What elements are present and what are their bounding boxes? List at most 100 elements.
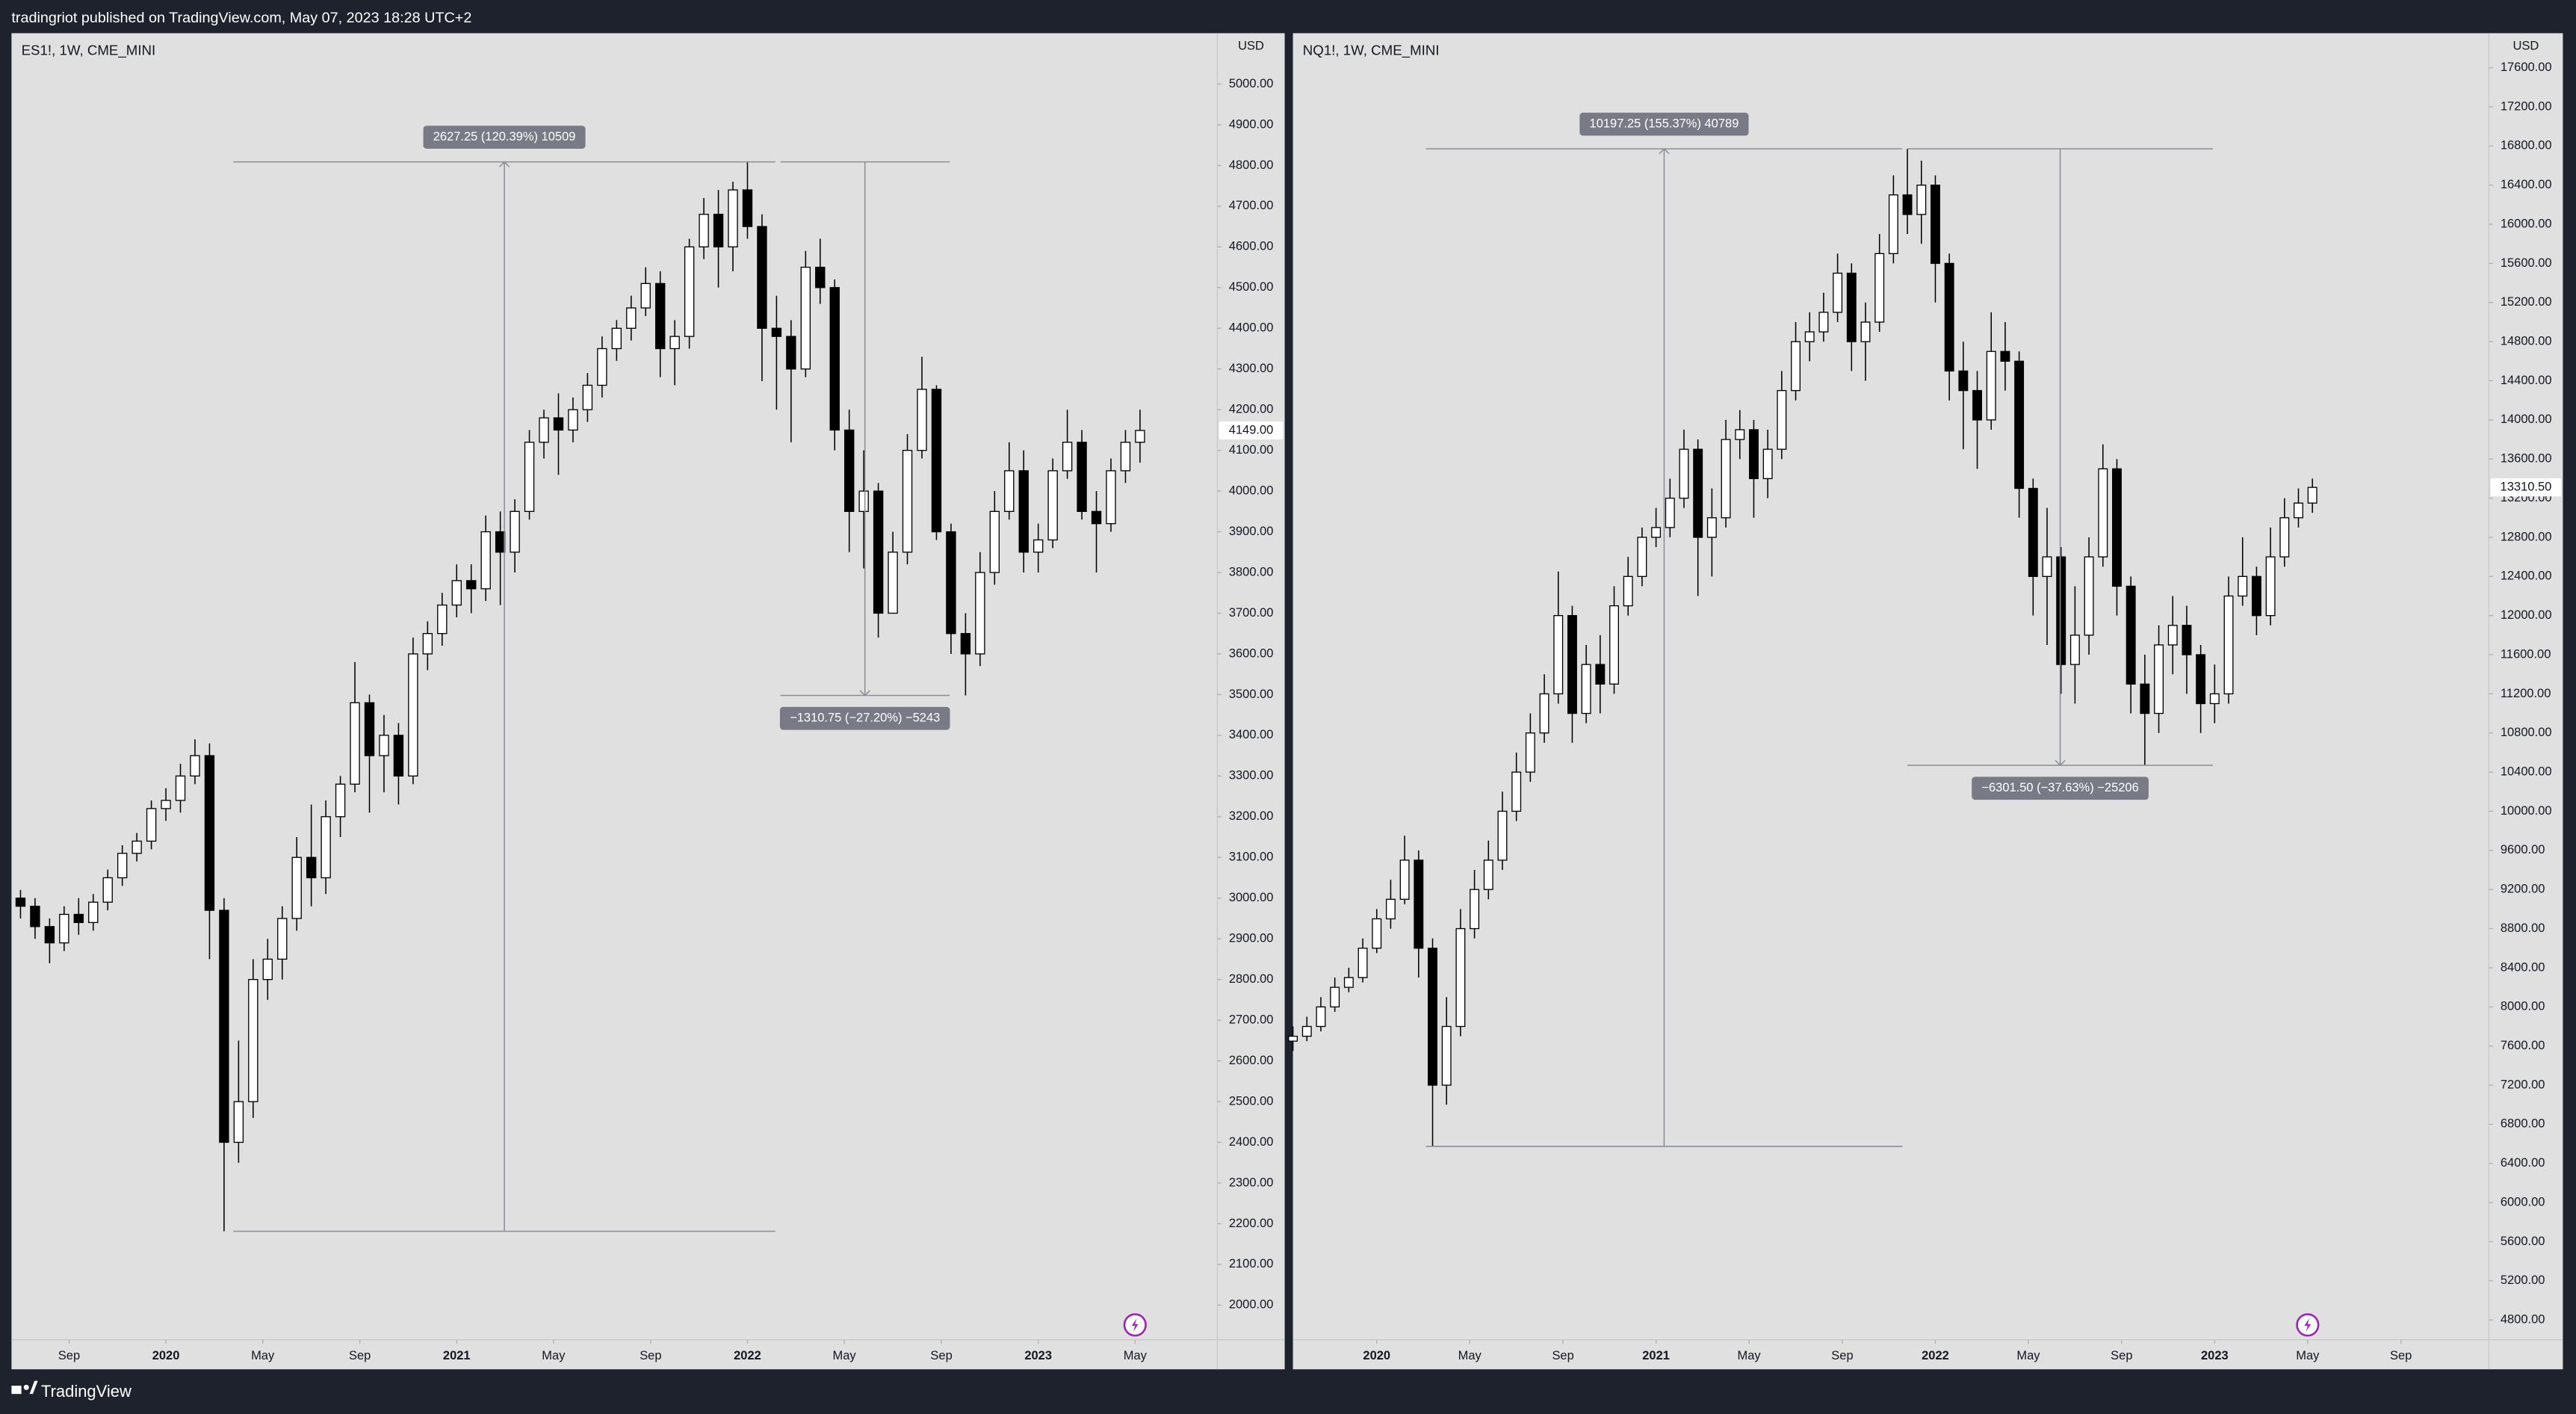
candle-body: [393, 735, 404, 777]
candle-body: [1651, 527, 1662, 538]
candle-body: [1357, 948, 1368, 978]
candle-body: [2307, 487, 2318, 504]
candle-body: [2084, 556, 2094, 636]
candle-body: [1343, 977, 1354, 988]
y-tick-label: 10000.00: [2501, 804, 2552, 818]
candle-body: [2167, 625, 2178, 646]
y-tick-label: 12800.00: [2501, 530, 2552, 543]
y-tick-label: 3600.00: [1229, 646, 1274, 660]
candle-body: [2098, 468, 2108, 558]
y-tick-label: 9600.00: [2501, 843, 2545, 856]
candle-body: [1693, 448, 1703, 538]
last-price-label: 13310.50: [2501, 480, 2552, 493]
candle-body: [975, 572, 985, 655]
candle-body: [1428, 948, 1437, 1086]
measure-arrow: [2055, 759, 2066, 767]
candle-body: [291, 856, 302, 919]
y-tick-label: 11600.00: [2501, 647, 2551, 661]
candle-body: [466, 580, 477, 590]
candle-body: [873, 490, 884, 614]
y-tick-label: 2600.00: [1229, 1054, 1274, 1067]
candle-body: [1637, 537, 1647, 577]
chart-background: [1292, 33, 2563, 1370]
x-tick-label: Sep: [2111, 1349, 2132, 1362]
candle-body: [117, 853, 128, 879]
candle-body: [1120, 442, 1131, 472]
candle-body: [495, 531, 506, 553]
candle-body: [2196, 654, 2206, 705]
x-tick-label: Sep: [2390, 1349, 2412, 1362]
y-tick-label: 4500.00: [1229, 280, 1274, 294]
candle-body: [306, 856, 317, 879]
candle-body: [786, 336, 796, 370]
candle-body: [1567, 615, 1577, 714]
y-tick-label: 3100.00: [1229, 850, 1274, 864]
x-tick-label: Sep: [58, 1349, 80, 1362]
candle-body: [611, 327, 622, 350]
y-tick-label: 4700.00: [1229, 199, 1274, 212]
measure-label: 2627.25 (120.39%) 10509: [433, 130, 576, 143]
candle-body: [2000, 351, 2010, 362]
candle-body: [364, 702, 375, 756]
candle-body: [1860, 321, 1871, 342]
candle-body: [1665, 497, 1675, 528]
candle-body: [1525, 732, 1535, 773]
x-tick-label: Sep: [930, 1349, 952, 1362]
y-tick-label: 2500.00: [1229, 1094, 1274, 1108]
x-tick-label: 2020: [152, 1349, 180, 1362]
x-tick-label: May: [251, 1349, 275, 1362]
candle-body: [1091, 510, 1102, 525]
y-tick-label: 11200.00: [2501, 687, 2551, 700]
candle-body: [815, 266, 826, 288]
y-tick-label: 17600.00: [2501, 61, 2552, 74]
y-tick-label: 5600.00: [2501, 1235, 2545, 1248]
y-tick-label: 10800.00: [2501, 726, 2552, 739]
y-tick-label: 4600.00: [1229, 240, 1274, 253]
candle-body: [88, 901, 99, 924]
y-tick-label: 8000.00: [2501, 1000, 2545, 1013]
measure-label-box: [423, 126, 586, 149]
candle-body: [1902, 194, 1913, 215]
candle-body: [1777, 389, 1787, 450]
y-tick-label: 2800.00: [1229, 972, 1274, 986]
candle-body: [15, 898, 26, 907]
y-tick-label: 2700.00: [1229, 1013, 1274, 1026]
candle-body: [30, 905, 40, 927]
x-tick-label: 2021: [1642, 1349, 1670, 1362]
y-tick-label: 10400.00: [2501, 765, 2552, 778]
y-tick-label: 2200.00: [1229, 1217, 1274, 1230]
candle-body: [2125, 585, 2136, 685]
y-tick-label: 4800.00: [1229, 158, 1274, 172]
candle-body: [1609, 605, 1619, 685]
candle-body: [175, 775, 186, 801]
y-tick-label: 9200.00: [2501, 883, 2545, 896]
y-tick-label: 2400.00: [1229, 1135, 1274, 1149]
candle-body: [960, 633, 971, 655]
candle-body: [1846, 272, 1857, 342]
candle-body: [146, 808, 157, 842]
candle-body: [1441, 1025, 1452, 1086]
y-tick-label: 6800.00: [2501, 1117, 2545, 1131]
y-tick-label: 14400.00: [2501, 374, 2552, 387]
x-tick-label: May: [2296, 1349, 2320, 1362]
candle-body: [699, 214, 709, 247]
candle-body: [2069, 635, 2080, 665]
candle-body: [1804, 331, 1815, 342]
footer-text: TradingView: [41, 1382, 131, 1401]
candle-body: [1511, 771, 1522, 812]
candle-body: [1833, 272, 1843, 313]
candle-body: [655, 283, 666, 350]
candle-body: [1944, 262, 1954, 372]
candle-body: [1623, 575, 1633, 607]
y-tick-label: 6000.00: [2501, 1195, 2545, 1208]
last-price-label: 4149.00: [1229, 423, 1274, 436]
x-tick-label: May: [1738, 1349, 1762, 1362]
candle-body: [626, 307, 637, 329]
candle-body: [2294, 502, 2303, 519]
candle-body: [553, 417, 564, 431]
y-tick-label: 16800.00: [2501, 139, 2552, 152]
alert-icon-bolt: [1131, 1318, 1139, 1332]
candle-body: [2042, 556, 2052, 577]
candle-body: [1455, 927, 1466, 1028]
